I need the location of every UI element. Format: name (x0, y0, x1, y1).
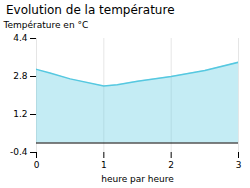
svg-text:heure par heure: heure par heure (101, 174, 174, 184)
svg-text:Température en °C: Température en °C (3, 20, 89, 30)
svg-text:1: 1 (101, 160, 107, 170)
html-text:Evolution de la température: Evolution de la température (6, 3, 175, 17)
svg-text:-0.4: -0.4 (10, 147, 28, 157)
svg-text:4.4: 4.4 (13, 33, 28, 43)
svg-text:2.8: 2.8 (13, 71, 28, 81)
svg-text:3: 3 (236, 160, 242, 170)
svg-text:2: 2 (168, 160, 174, 170)
svg-text:1.2: 1.2 (13, 109, 27, 119)
svg-text:0: 0 (34, 160, 40, 170)
